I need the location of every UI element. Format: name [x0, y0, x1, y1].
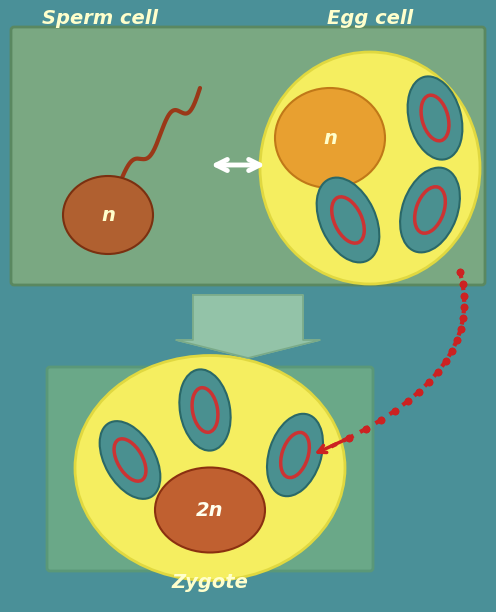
Ellipse shape	[275, 88, 385, 188]
Ellipse shape	[180, 370, 231, 450]
Text: 2n: 2n	[196, 501, 224, 520]
Ellipse shape	[408, 76, 462, 160]
Ellipse shape	[260, 52, 480, 284]
Text: Egg cell: Egg cell	[327, 9, 413, 28]
Ellipse shape	[155, 468, 265, 553]
FancyBboxPatch shape	[47, 367, 373, 571]
Ellipse shape	[100, 421, 160, 499]
Text: Zygote: Zygote	[172, 573, 248, 592]
Polygon shape	[176, 295, 320, 358]
Text: n: n	[323, 129, 337, 147]
Text: Sperm cell: Sperm cell	[42, 9, 158, 28]
Ellipse shape	[316, 177, 379, 263]
Ellipse shape	[63, 176, 153, 254]
Ellipse shape	[400, 168, 460, 252]
Ellipse shape	[267, 414, 323, 496]
Ellipse shape	[75, 356, 345, 581]
Text: n: n	[101, 206, 115, 225]
FancyBboxPatch shape	[11, 27, 485, 285]
